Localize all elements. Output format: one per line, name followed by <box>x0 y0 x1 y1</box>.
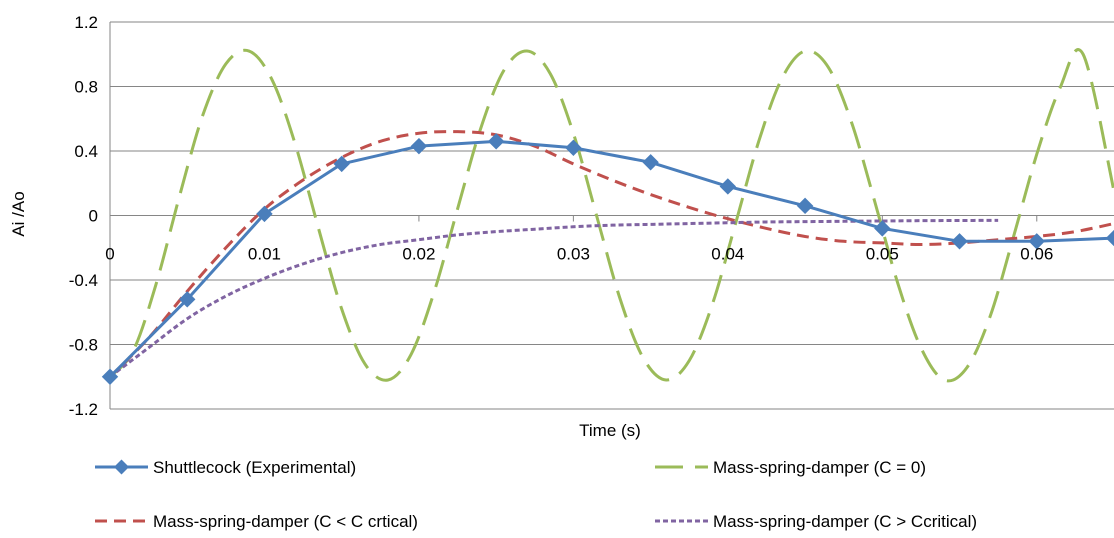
x-tick-label: 0.02 <box>402 245 435 264</box>
legend-item: Shuttlecock (Experimental) <box>95 458 356 477</box>
series-layer <box>103 50 1114 385</box>
x-tick-label: 0.03 <box>557 245 590 264</box>
y-tick-label: 0 <box>89 207 98 226</box>
y-tick-label: 0.8 <box>74 78 98 97</box>
series-0-point <box>952 234 967 249</box>
y-tick-label: -0.8 <box>69 336 98 355</box>
series-0-point <box>798 198 813 213</box>
y-tick-label: 0.4 <box>74 142 98 161</box>
legend-label: Mass-spring-damper (C = 0) <box>713 458 926 477</box>
legend-marker <box>114 460 129 475</box>
x-tick-label: 0.01 <box>248 245 281 264</box>
y-tick-label: 1.2 <box>74 13 98 32</box>
x-tick-label: 0.04 <box>711 245 744 264</box>
series-0-point <box>875 221 890 236</box>
series-0-point <box>643 155 658 170</box>
series-0-point <box>1107 231 1114 246</box>
legend-item: Mass-spring-damper (C < C crtical) <box>95 512 418 531</box>
legend-label: Mass-spring-damper (C > Ccritical) <box>713 512 977 531</box>
x-tick-label: 0.05 <box>866 245 899 264</box>
x-tick-label: 0.06 <box>1020 245 1053 264</box>
y-tick-label: -0.4 <box>69 271 98 290</box>
x-tick-label: 0 <box>105 245 114 264</box>
legend-label: Shuttlecock (Experimental) <box>153 458 356 477</box>
y-axis-title: Ai /Ao <box>9 191 28 236</box>
y-tick-label: -1.2 <box>69 400 98 419</box>
legend-label: Mass-spring-damper (C < C crtical) <box>153 512 418 531</box>
legend-item: Mass-spring-damper (C = 0) <box>655 458 926 477</box>
x-axis-title: Time (s) <box>579 421 641 440</box>
series-0-point <box>720 179 735 194</box>
series-0-point <box>334 156 349 171</box>
legend-item: Mass-spring-damper (C > Ccritical) <box>655 512 977 531</box>
legend: Shuttlecock (Experimental) Mass-spring-da… <box>95 458 977 531</box>
